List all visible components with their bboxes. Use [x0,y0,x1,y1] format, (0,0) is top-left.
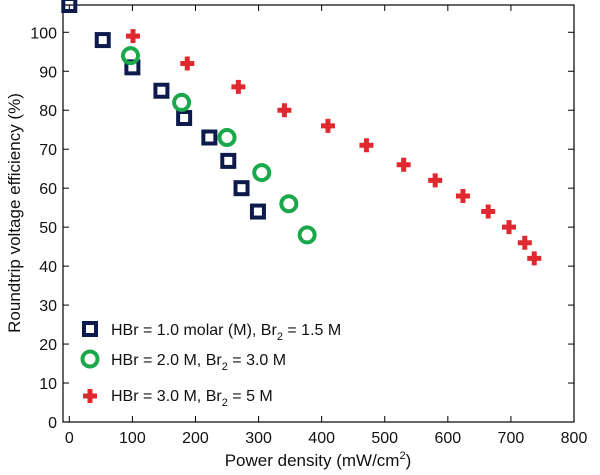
legend-label-series-3: HBr = 3.0 M, Br2 = 5 M [111,388,273,409]
legend-circle-marker [80,349,100,369]
x-tick-label: 500 [371,430,398,447]
series-3-plus-point [359,138,374,153]
series-3-plus-point [126,29,141,44]
y-axis-title: Roundtrip voltage efficiency (%) [5,93,24,333]
legend-label-series-1: HBr = 1.0 molar (M), Br2 = 1.5 M [111,322,341,343]
x-tick-label: 0 [65,430,74,447]
legend-square-marker [82,321,98,337]
y-tick-label: 60 [39,181,57,198]
series-1-square-point [220,152,237,169]
x-axis: 0 100 200 300 400 500 600 700 800 [65,5,588,447]
legend-entry-series-1: HBr = 1.0 molar (M), Br2 = 1.5 M [82,321,341,343]
x-axis-title: Power density (mW/cm2) [225,450,412,470]
x-tick-label: 600 [434,430,461,447]
series-3-plus-point [320,118,335,133]
legend: HBr = 1.0 molar (M), Br2 = 1.5 M HBr = 2… [80,321,341,409]
series-3-plus-point [502,220,517,235]
y-tick-label: 80 [39,103,57,120]
y-tick-label: 10 [39,376,57,393]
series-3-plus-point [277,103,292,118]
x-tick-label: 100 [119,430,146,447]
series-3-plus-point [455,188,470,203]
series-2-circle-point [172,92,192,112]
data-markers [61,0,542,266]
y-tick-label: 20 [39,337,57,354]
series-2-circle-point [252,163,272,183]
series-3-plus-point [180,56,195,71]
legend-label-series-2: HBr = 2.0 M, Br2 = 3.0 M [111,352,286,373]
series-1-square-point [153,82,170,99]
series-1-square-point [201,129,218,146]
series-1-square-point [61,0,78,13]
x-tick-label: 200 [182,430,209,447]
y-tick-label: 50 [39,220,57,237]
series-3-plus-point [481,204,496,219]
y-axis: 0 10 20 30 40 50 60 70 80 90 100 [30,25,574,432]
y-tick-label: 0 [48,415,57,432]
y-tick-label: 90 [39,64,57,81]
y-tick-label: 100 [30,25,57,42]
series-2-circle-point [121,46,141,66]
series-2-circle-point [297,225,317,245]
x-tick-label: 700 [498,430,525,447]
series-1-square-point [94,32,111,49]
series-3-plus-point [428,173,443,188]
series-2-circle-point [217,128,237,148]
legend-entry-series-3: HBr = 3.0 M, Br2 = 5 M [83,388,273,409]
legend-plus-marker [83,389,97,403]
series-1-square-point [176,110,193,127]
series-1-square-point [249,203,266,220]
legend-entry-series-2: HBr = 2.0 M, Br2 = 3.0 M [80,349,286,373]
x-tick-label: 300 [245,430,272,447]
series-3-plus-point [396,157,411,172]
series-3-plus-point [527,251,542,266]
x-tick-label: 800 [561,430,588,447]
series-2-circle-point [279,194,299,214]
series-1-square-point [233,180,250,197]
y-tick-label: 40 [39,259,57,276]
series-3-plus-point [231,79,246,94]
series-3-plus-point [517,235,532,250]
y-tick-label: 30 [39,298,57,315]
x-tick-label: 400 [308,430,335,447]
y-tick-label: 70 [39,142,57,159]
